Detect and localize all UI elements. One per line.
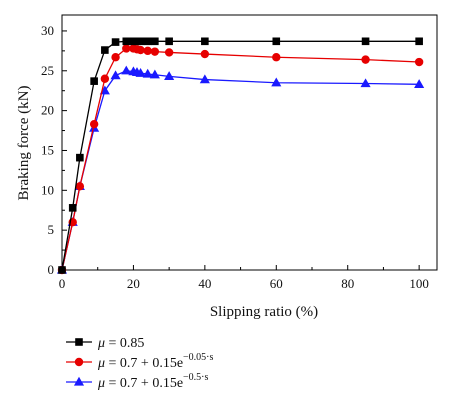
x-tick-label: 20 (127, 276, 140, 291)
data-point (136, 37, 145, 46)
legend-mu-symbol: μ (97, 336, 105, 351)
series-2 (57, 44, 424, 275)
data-point (111, 38, 120, 46)
data-point (142, 68, 153, 78)
y-tick-label: 30 (41, 23, 54, 38)
data-point (361, 55, 370, 64)
y-tick-label: 25 (41, 63, 54, 78)
data-point (272, 37, 281, 46)
legend-item-3: μ = 0.7 + 0.15e−0.5·s (66, 372, 209, 391)
legend: μ = 0.85μ = 0.7 + 0.15e−0.05·sμ = 0.7 + … (66, 336, 214, 391)
legend-equation: = 0.7 + 0.15e (105, 376, 183, 391)
data-point (121, 65, 132, 75)
data-point (101, 46, 109, 54)
x-tick-label: 0 (59, 276, 66, 291)
y-tick-label: 0 (48, 262, 55, 277)
x-tick-label: 100 (409, 276, 429, 291)
data-point (360, 78, 371, 88)
data-point (414, 57, 424, 67)
data-point (199, 74, 210, 84)
data-point (150, 47, 160, 56)
data-point (100, 74, 110, 83)
data-point (200, 49, 210, 59)
y-tick-label: 15 (41, 142, 54, 157)
data-point (58, 266, 66, 274)
series-3 (56, 65, 425, 274)
series-1 (58, 37, 423, 274)
legend-item-1: μ = 0.85 (66, 336, 144, 351)
legend-label: μ = 0.7 + 0.15e−0.5·s (97, 372, 209, 391)
data-point (75, 182, 85, 191)
data-point (68, 204, 77, 212)
data-point (76, 153, 84, 162)
x-tick-label: 80 (341, 276, 354, 291)
data-point (414, 79, 425, 88)
data-point (110, 70, 121, 80)
legend-label: μ = 0.7 + 0.15e−0.05·s (97, 352, 214, 371)
data-point (149, 69, 160, 79)
data-point (164, 48, 174, 57)
data-point (143, 37, 152, 46)
y-axis-label: Braking force (kN) (16, 86, 32, 201)
legend-equation: = 0.7 + 0.15e (105, 356, 183, 371)
data-point (111, 53, 120, 62)
y-tick-label: 20 (41, 103, 54, 118)
data-point (361, 37, 370, 46)
y-tick-label: 5 (48, 222, 55, 237)
data-point (164, 71, 175, 81)
data-point (135, 67, 146, 77)
data-point (201, 37, 209, 46)
data-point (271, 77, 282, 87)
data-point (122, 37, 131, 46)
data-point (272, 53, 281, 62)
data-point (136, 45, 145, 55)
legend-label: μ = 0.85 (97, 336, 144, 351)
data-point (143, 46, 152, 56)
data-point (151, 37, 159, 46)
x-tick-label: 40 (198, 276, 211, 291)
legend-marker (75, 338, 83, 346)
series-line (61, 70, 420, 271)
y-tick-label: 10 (41, 182, 54, 197)
legend-item-2: μ = 0.7 + 0.15e−0.05·s (66, 352, 214, 371)
x-tick-label: 60 (270, 276, 283, 291)
legend-mu-symbol: μ (97, 376, 105, 391)
legend-marker (73, 376, 85, 386)
legend-exponent: −0.5·s (183, 372, 208, 383)
series-layer (56, 37, 425, 275)
legend-marker (74, 357, 84, 367)
axes: 0 20 40 60 80 100 0 5 10 15 20 25 30 (41, 14, 438, 291)
legend-exponent: −0.05·s (183, 352, 213, 363)
data-point (165, 37, 173, 46)
plot-frame (61, 14, 438, 271)
x-axis-label: Slipping ratio (%) (210, 304, 318, 320)
data-point (90, 77, 98, 85)
data-point (415, 37, 423, 46)
legend-equation: = 0.85 (105, 336, 144, 351)
data-point (122, 44, 131, 53)
legend-mu-symbol: μ (97, 356, 105, 371)
data-point (89, 119, 99, 129)
